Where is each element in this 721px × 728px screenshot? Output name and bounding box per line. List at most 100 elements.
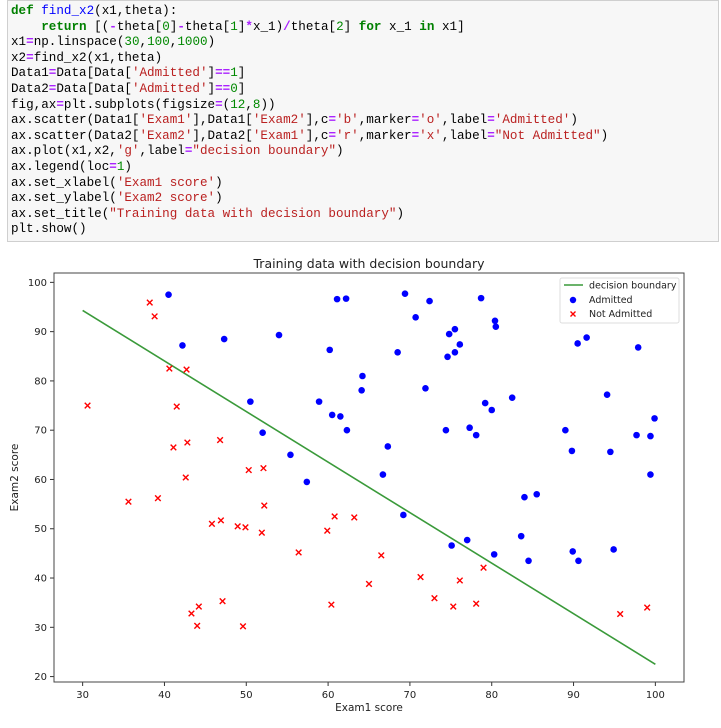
not-admitted-point [219, 597, 226, 605]
code-token: x_1) [252, 19, 284, 34]
code-token: ],Data1[ [192, 113, 253, 128]
code-token: = [487, 113, 495, 128]
admitted-point [610, 546, 617, 553]
not-admitted-point [260, 464, 267, 472]
code-token: 12 [230, 97, 246, 112]
code-token: Data1 [11, 66, 49, 81]
code-token: ax.set_ylabel( [11, 191, 117, 206]
code-line: ax.set_title("Training data with decisio… [11, 207, 718, 223]
admitted-point [400, 511, 407, 519]
admitted-point [533, 490, 541, 498]
code-token: = [48, 66, 57, 81]
admitted-point [384, 443, 392, 450]
admitted-point [326, 346, 334, 354]
code-token: = [109, 159, 117, 174]
code-token: 1 [230, 66, 238, 81]
code-token: 8 [252, 97, 261, 112]
not-admitted-point [154, 494, 162, 502]
not-admitted-point [331, 513, 338, 520]
admitted-point [492, 323, 500, 331]
not-admitted-point [616, 610, 624, 618]
not-admitted-point [125, 498, 132, 505]
decision-boundary-line [82, 309, 656, 665]
code-token: return [41, 19, 87, 34]
code-token: 'Admitted' [131, 81, 208, 96]
admitted-point [603, 391, 611, 399]
code-token: ] [169, 19, 178, 34]
code-token: ) [215, 191, 223, 206]
x-tick-label: 60 [322, 690, 335, 701]
code-line: def find_x2(x1,theta): [11, 4, 718, 20]
code-token: 30 [124, 35, 140, 50]
not-admitted-point [245, 466, 253, 474]
code-token: fig,ax [11, 97, 57, 112]
code-token: ) [396, 206, 404, 221]
code-token: 'o' [419, 113, 442, 128]
admitted-point [463, 536, 471, 544]
code-token: def [11, 4, 34, 18]
plot-frame [53, 272, 685, 683]
code-token: plt.show() [11, 222, 87, 237]
admitted-point [315, 398, 323, 405]
code-token: ) [336, 144, 344, 159]
code-token: 'Exam2' [252, 113, 306, 128]
code-token: x_1 [381, 19, 420, 34]
x-tick-label: 90 [567, 690, 580, 701]
code-token: = [56, 97, 64, 112]
not-admitted-point [472, 600, 480, 607]
admitted-point [575, 557, 582, 565]
code-token: ) [215, 175, 223, 190]
code-token: = [487, 128, 495, 143]
code-token: ,label [441, 128, 488, 143]
admitted-point [445, 330, 453, 338]
code-line: ax.scatter(Data1['Exam1'],Data1['Exam2']… [11, 113, 718, 129]
code-token: [( [86, 19, 110, 34]
code-token: ] [343, 19, 359, 34]
code-token: 1 [230, 19, 238, 34]
code-token: == [215, 81, 231, 96]
admitted-point [303, 478, 311, 486]
not-admitted-point [146, 299, 154, 306]
admitted-point [481, 399, 489, 407]
admitted-point [525, 557, 532, 565]
y-tick-label: 30 [34, 623, 47, 634]
admitted-point [466, 424, 473, 432]
not-admitted-point [350, 514, 358, 521]
admitted-point [647, 432, 654, 440]
code-token: theta[ [290, 19, 337, 34]
not-admitted-point [328, 601, 335, 608]
code-token: = [328, 113, 337, 128]
x-tick-label: 100 [646, 690, 665, 701]
admitted-point [401, 290, 409, 297]
code-token: - [109, 19, 117, 34]
code-line: x1=np.linspace(30,100,1000) [11, 35, 718, 51]
code-token: 0 [230, 81, 238, 96]
code-token: ,marker [358, 128, 412, 143]
x-tick-label: 40 [158, 690, 171, 701]
admitted-point [562, 426, 569, 434]
code-token: Data2 [11, 81, 49, 96]
code-line: ax.scatter(Data2['Exam2'],Data2['Exam1']… [11, 129, 718, 145]
code-token: == [215, 66, 231, 81]
code-token: ) [600, 128, 609, 143]
admitted-point [259, 429, 266, 436]
admitted-point [165, 291, 172, 298]
not-admitted-point [365, 580, 373, 588]
code-token: ,label [139, 144, 185, 159]
not-admitted-point [239, 623, 247, 630]
code-token: "Not Admitted" [494, 128, 601, 143]
chart-title: Training data with decision boundary [253, 256, 486, 271]
not-admitted-point [193, 622, 201, 630]
code-line: ax.legend(loc=1) [11, 160, 718, 176]
legend-label-not-admitted: Not Admitted [589, 309, 652, 320]
code-token: ax.scatter(Data2[ [11, 128, 140, 143]
code-token: ax.plot(x1,x2, [11, 144, 117, 159]
code-token: theta[ [116, 19, 163, 34]
not-admitted-point [260, 502, 268, 509]
code-token: x2 [11, 50, 27, 65]
code-cell[interactable]: def find_x2(x1,theta): return [(-theta[0… [7, 0, 719, 242]
x-tick-label: 50 [240, 690, 253, 701]
not-admitted-point [166, 365, 173, 372]
admitted-point [247, 398, 254, 405]
